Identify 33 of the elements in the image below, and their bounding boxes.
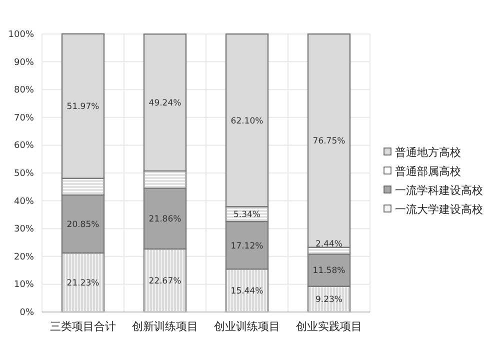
data-label: 21.23% xyxy=(66,278,100,288)
legend-label: 一流学科建设高校 xyxy=(395,184,483,197)
y-tick-label: 90% xyxy=(14,58,34,68)
y-tick-label: 100% xyxy=(8,30,34,40)
data-label: 9.23% xyxy=(315,295,343,306)
data-label: 21.86% xyxy=(148,214,182,225)
data-label: 20.85% xyxy=(66,220,100,230)
data-label: 11.58% xyxy=(312,266,346,276)
x-tick-label: 创业训练项目 xyxy=(214,320,280,333)
data-label: 15.44% xyxy=(230,286,264,297)
data-label: 62.10% xyxy=(230,116,264,126)
y-tick-label: 60% xyxy=(14,141,34,152)
text: 一流大学建设高校 xyxy=(395,203,483,216)
y-tick-label: 30% xyxy=(14,224,34,235)
data-label: 51.97% xyxy=(66,102,100,112)
x-tick-label: 创业实践项目 xyxy=(296,320,362,333)
legend-label: 普通地方高校 xyxy=(395,146,461,159)
y-tick-label: 10% xyxy=(14,280,34,290)
y-tick-label: 50% xyxy=(14,169,34,179)
data-label: 17.12% xyxy=(230,241,264,252)
data-label: 76.75% xyxy=(312,136,346,147)
data-label: 2.44% xyxy=(315,239,343,250)
x-tick-label: 三类项目合计 xyxy=(50,320,116,333)
y-tick-label: 40% xyxy=(14,196,34,207)
y-tick-label: 70% xyxy=(14,113,34,124)
data-label: 49.24% xyxy=(148,98,182,109)
text: 普通部属高校 xyxy=(395,165,461,178)
y-tick-label: 20% xyxy=(14,252,34,262)
x-tick-label: 创新训练项目 xyxy=(132,320,198,333)
data-label: 5.34% xyxy=(233,210,261,220)
y-tick-label: 0% xyxy=(20,308,34,318)
y-tick-label: 80% xyxy=(14,86,34,96)
data-label: 22.67% xyxy=(148,276,182,286)
